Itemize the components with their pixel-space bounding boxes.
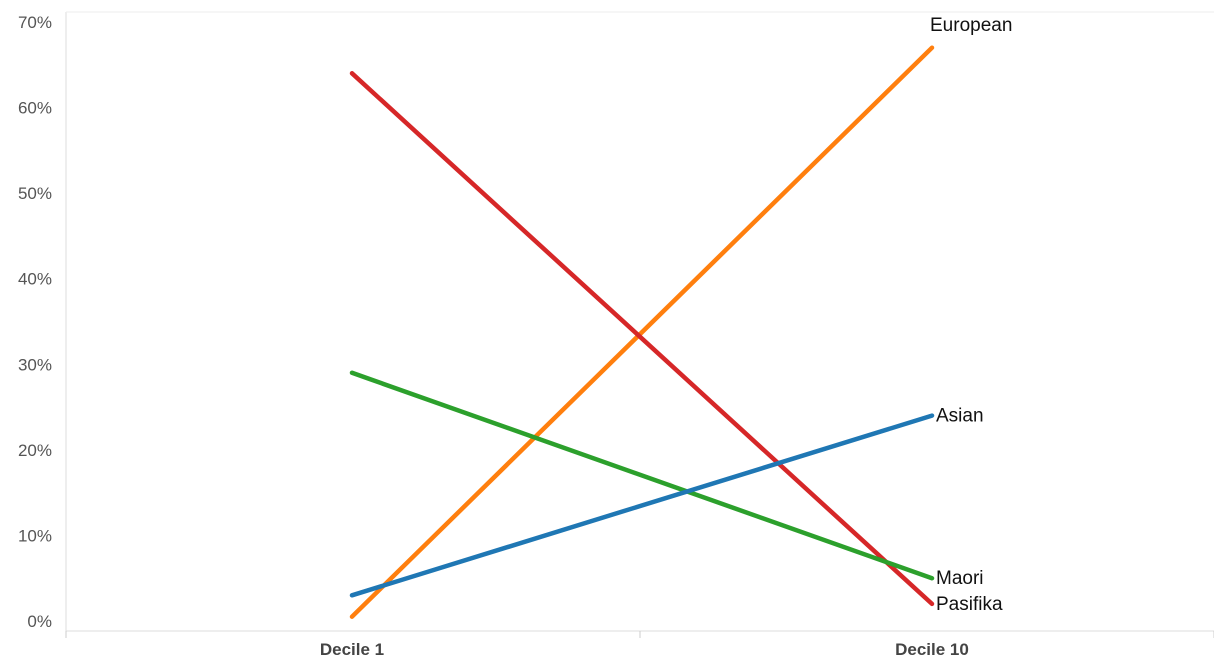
series-line-pasifika <box>349 71 935 607</box>
y-tick-label: 30% <box>18 355 52 374</box>
series-lines <box>349 45 935 619</box>
series-label-european: European <box>930 15 1012 36</box>
y-axis-ticks: 0% 10% 20% 30% 40% 50% 60% 70% <box>18 13 52 631</box>
y-tick-label: 10% <box>18 526 52 545</box>
y-tick-label: 0% <box>27 612 52 631</box>
y-tick-label: 70% <box>18 13 52 32</box>
x-axis-categories: Decile 1 Decile 10 <box>320 640 969 659</box>
y-tick-label: 50% <box>18 184 52 203</box>
y-tick-label: 60% <box>18 99 52 118</box>
series-line-asian <box>349 413 935 598</box>
x-category-label: Decile 10 <box>895 640 969 659</box>
chart-frame <box>65 11 1214 638</box>
series-labels: European Pasifika Maori Asian <box>930 15 1012 615</box>
series-line-maori <box>349 370 935 581</box>
series-label-pasifika: Pasifika <box>936 594 1003 615</box>
y-tick-label: 40% <box>18 270 52 289</box>
y-tick-label: 20% <box>18 441 52 460</box>
series-line-european <box>349 45 935 619</box>
series-label-asian: Asian <box>936 406 984 427</box>
x-category-label: Decile 1 <box>320 640 384 659</box>
series-label-maori: Maori <box>936 568 984 589</box>
